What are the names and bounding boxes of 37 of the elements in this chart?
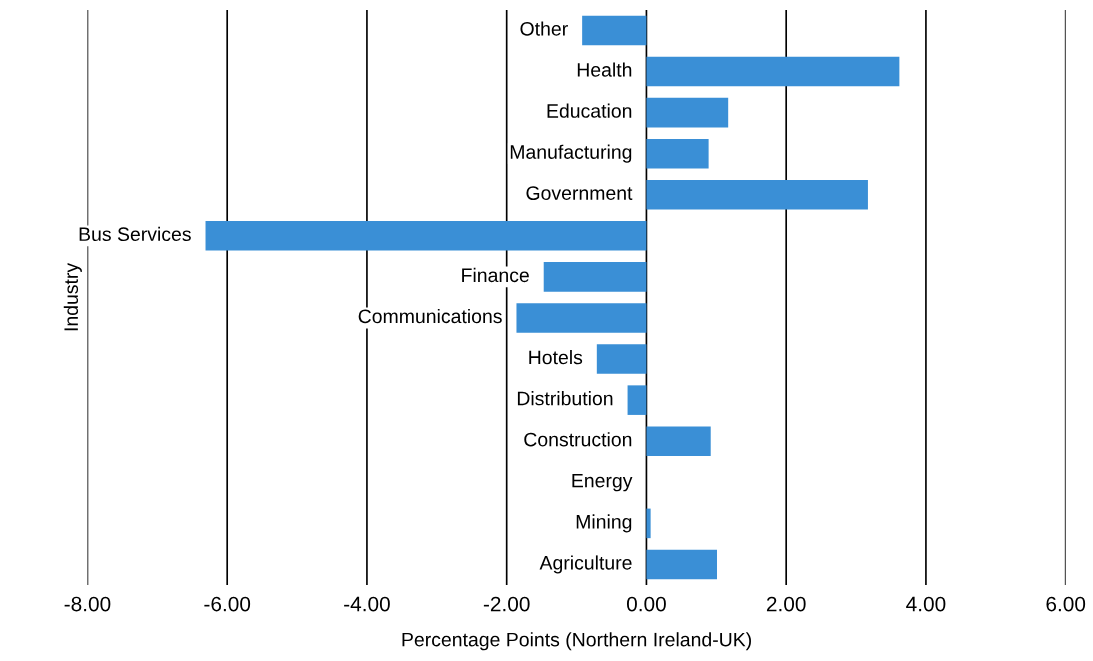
bar: [646, 508, 651, 539]
y-tick-label: Finance: [462, 267, 529, 283]
bar: [205, 221, 647, 251]
y-tick-label: Other: [520, 21, 568, 36]
bar: [646, 179, 868, 210]
bar: [646, 138, 709, 169]
y-tick-label: Mining: [576, 514, 632, 533]
bar: [543, 262, 647, 292]
bar: [646, 97, 729, 128]
bar: [582, 15, 647, 46]
x-axis-title: Percentage Points (Northern Ireland-UK): [402, 632, 751, 651]
x-tick-label: -2.00: [483, 596, 530, 612]
bar: [646, 56, 900, 87]
y-tick-label: Hotels: [529, 350, 583, 365]
y-tick-label: Manufacturing: [510, 144, 632, 163]
bar: [627, 385, 647, 415]
x-tick-label: 4.00: [906, 596, 946, 612]
x-tick-label: -6.00: [204, 596, 251, 612]
y-tick-label: Government: [526, 186, 633, 200]
bar: [646, 426, 711, 457]
x-tick-label: 0.00: [626, 596, 666, 612]
x-tick-label: -8.00: [64, 596, 111, 612]
y-tick-label: Energy: [572, 473, 633, 492]
y-axis-title: Industry: [63, 262, 82, 331]
y-tick-label: Health: [577, 62, 632, 77]
bar: [516, 303, 647, 333]
y-tick-label: Communications: [358, 308, 502, 324]
y-tick-label: Bus Services: [79, 226, 191, 242]
x-tick-label: -4.00: [344, 596, 390, 612]
bar: [596, 344, 647, 374]
y-tick-label: Distribution: [517, 391, 613, 406]
x-tick-label: 2.00: [766, 596, 806, 612]
y-tick-label: Agriculture: [539, 555, 632, 574]
y-tick-label: Construction: [524, 432, 632, 447]
x-tick-label: 6.00: [1046, 596, 1086, 612]
y-tick-label: Education: [547, 103, 632, 118]
bar: [646, 549, 717, 580]
